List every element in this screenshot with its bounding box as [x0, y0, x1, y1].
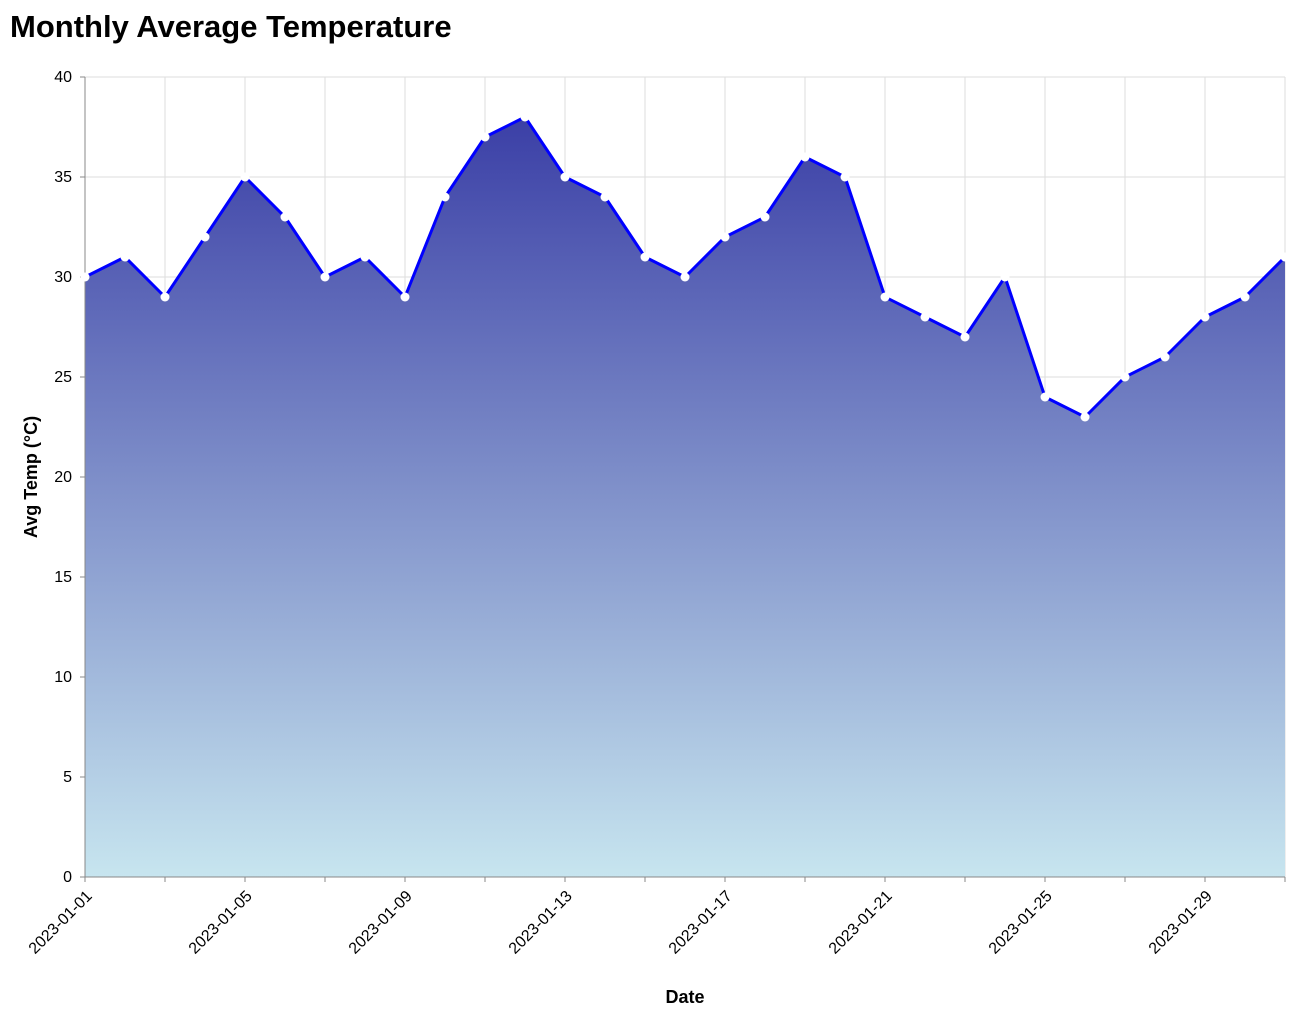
data-point — [120, 252, 130, 262]
x-tick-label: 2023-01-13 — [506, 888, 576, 958]
data-point — [1000, 272, 1010, 282]
data-point — [320, 272, 330, 282]
data-point — [960, 332, 970, 342]
data-point — [560, 172, 570, 182]
data-point — [600, 192, 610, 202]
data-point — [720, 232, 730, 242]
data-point — [1040, 392, 1050, 402]
data-point — [760, 212, 770, 222]
data-point — [80, 272, 90, 282]
data-point — [1280, 252, 1290, 262]
y-tick-label: 30 — [54, 269, 72, 286]
chart-title: Monthly Average Temperature — [10, 9, 452, 44]
data-point — [400, 292, 410, 302]
y-tick-label: 5 — [63, 769, 72, 786]
x-tick-label: 2023-01-21 — [826, 888, 896, 958]
x-tick-label: 2023-01-05 — [186, 888, 256, 958]
x-tick-label: 2023-01-09 — [346, 888, 416, 958]
x-tick-label: 2023-01-17 — [666, 888, 736, 958]
y-tick-label: 15 — [54, 569, 72, 586]
data-point — [1200, 312, 1210, 322]
x-tick-label: 2023-01-25 — [986, 888, 1056, 958]
data-point — [680, 272, 690, 282]
y-tick-label: 10 — [54, 669, 72, 686]
data-points — [80, 112, 1290, 422]
y-tick-label: 40 — [54, 69, 72, 86]
data-point — [840, 172, 850, 182]
y-tick-label: 0 — [63, 869, 72, 886]
y-tick-label: 35 — [54, 169, 72, 186]
temperature-area — [85, 117, 1285, 877]
data-point — [640, 252, 650, 262]
data-point — [200, 232, 210, 242]
data-point — [280, 212, 290, 222]
data-point — [440, 192, 450, 202]
x-tick-label: 2023-01-01 — [26, 888, 96, 958]
x-tick-label: 2023-01-29 — [1146, 888, 1216, 958]
data-point — [880, 292, 890, 302]
y-tick-label: 20 — [54, 469, 72, 486]
data-point — [240, 172, 250, 182]
data-point — [920, 312, 930, 322]
data-point — [1160, 352, 1170, 362]
data-point — [360, 252, 370, 262]
data-point — [1240, 292, 1250, 302]
data-point — [480, 132, 490, 142]
x-axis-title: Date — [665, 987, 704, 1007]
data-point — [520, 112, 530, 122]
area-layer — [84, 115, 1287, 877]
y-tick-label: 25 — [54, 369, 72, 386]
data-point — [800, 152, 810, 162]
data-point — [160, 292, 170, 302]
data-point — [1120, 372, 1130, 382]
y-axis-title: Avg Temp (°C) — [21, 416, 41, 538]
data-point — [1080, 412, 1090, 422]
